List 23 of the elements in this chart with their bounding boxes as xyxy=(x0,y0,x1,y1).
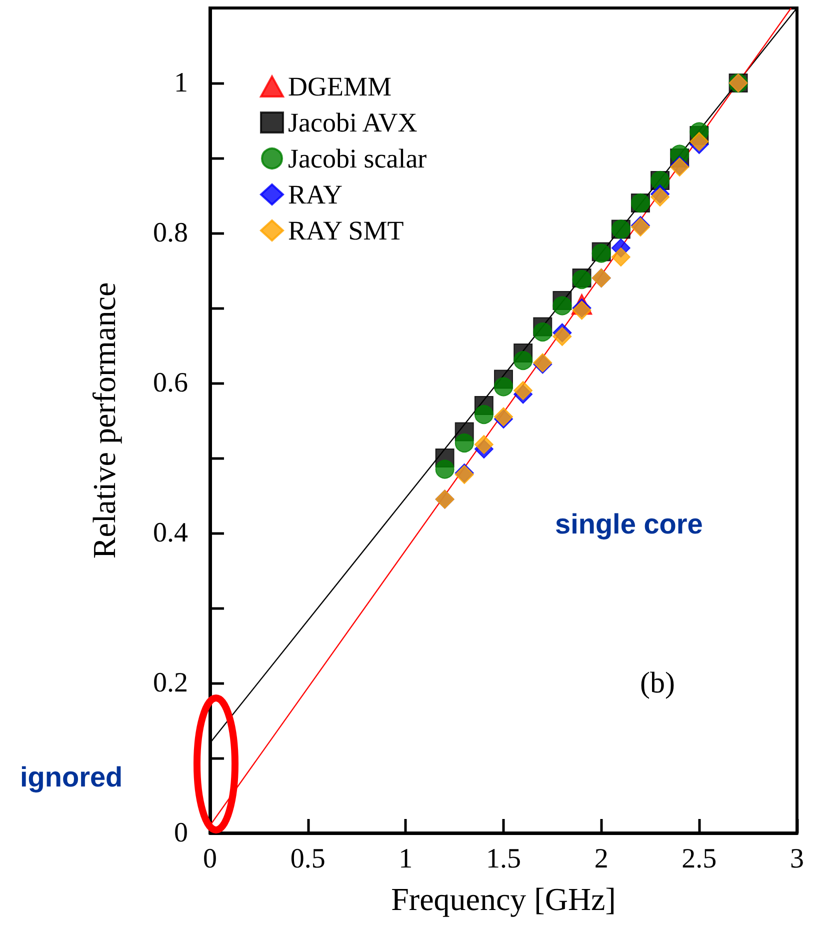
x-tick-label: 1.5 xyxy=(486,844,521,874)
x-tick-label: 2 xyxy=(594,844,608,874)
legend-label: Jacobi AVX xyxy=(288,108,418,138)
legend-label: DGEMM xyxy=(288,72,392,102)
x-axis-title: Frequency [GHz] xyxy=(391,881,616,917)
legend-label: RAY xyxy=(288,180,343,210)
x-tick-label: 2.5 xyxy=(682,844,717,874)
y-tick-label: 0 xyxy=(174,818,188,848)
x-tick-label: 3 xyxy=(790,844,804,874)
y-tick-label: 0.6 xyxy=(153,368,188,398)
y-axis-title: Relative performance xyxy=(86,282,122,559)
text: ignored xyxy=(20,762,123,792)
x-tick-label: 1 xyxy=(398,844,413,874)
annotation: single core xyxy=(555,508,703,540)
annotation: (b) xyxy=(640,666,675,700)
y-tick-label: 1 xyxy=(174,68,188,98)
x-tick-label: 0 xyxy=(203,844,217,874)
y-tick-label: 0.8 xyxy=(153,218,188,248)
y-tick-label: 0.4 xyxy=(153,518,188,548)
legend-label: RAY SMT xyxy=(288,216,404,246)
legend-label: Jacobi scalar xyxy=(288,144,427,174)
y-tick-label: 0.2 xyxy=(153,668,188,698)
x-tick-label: 0.5 xyxy=(290,844,326,874)
